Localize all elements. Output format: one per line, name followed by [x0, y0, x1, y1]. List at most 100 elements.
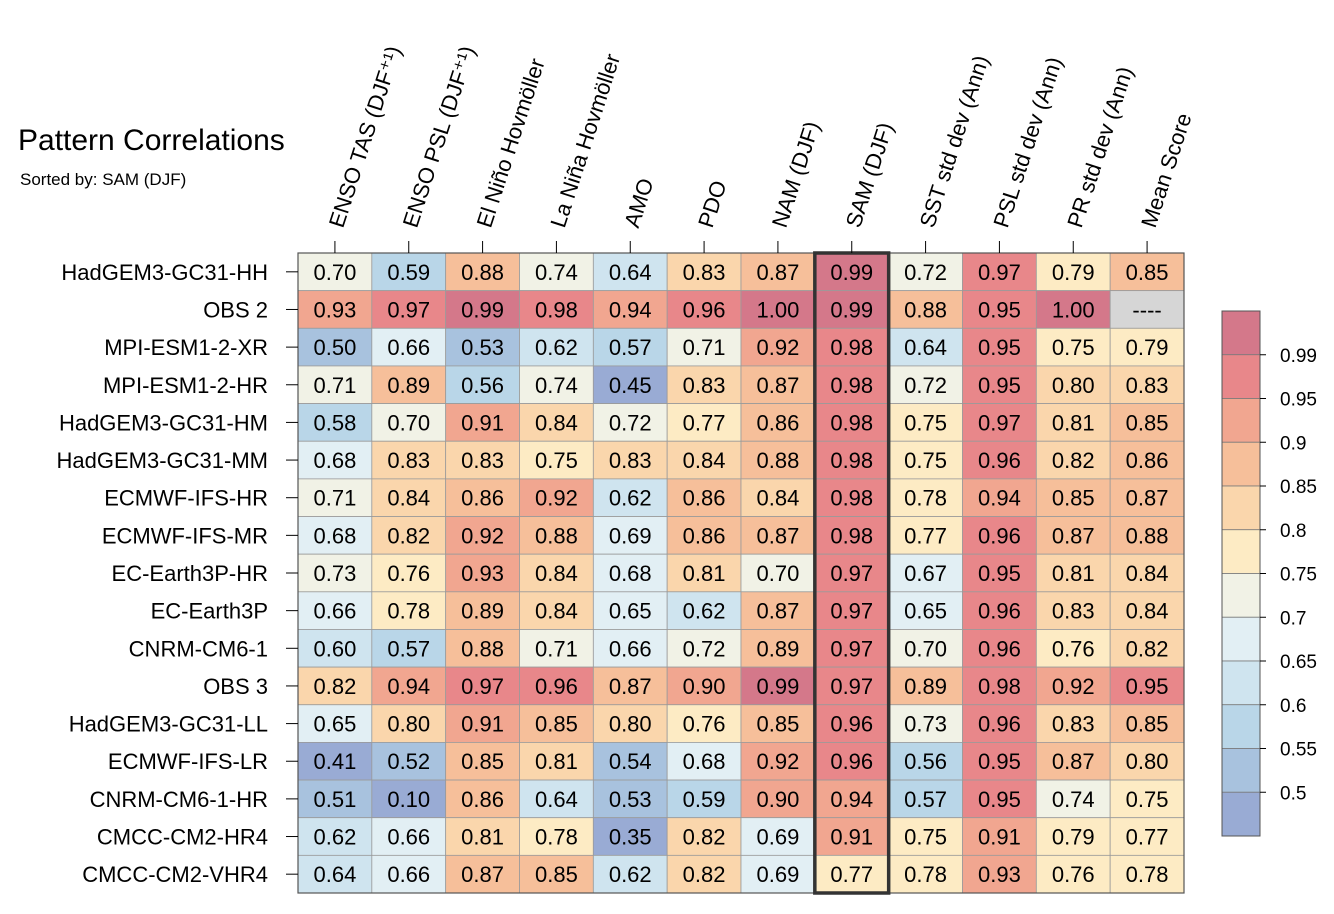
colorbar-swatch [1221, 704, 1261, 749]
heatmap-cell [297, 365, 373, 404]
heatmap-cell [666, 742, 742, 781]
cell-value-label: 0.77 [683, 410, 726, 435]
cell-value-label: 0.54 [609, 749, 652, 774]
cell-value-label: 0.98 [535, 297, 578, 322]
heatmap-cell [1035, 290, 1111, 329]
cell-value-label: 0.98 [830, 486, 873, 511]
cell-value-label: 0.64 [314, 862, 357, 887]
cell-value-label: 0.95 [978, 561, 1021, 586]
cell-value-label: 0.82 [683, 825, 726, 850]
heatmap-cell [814, 553, 890, 593]
heatmap-cell [1035, 779, 1111, 819]
cell-value-label: 0.85 [1126, 410, 1169, 435]
heatmap-cell [1109, 854, 1185, 894]
cell-value-label: 0.62 [609, 862, 652, 887]
cell-value-label: 0.89 [461, 599, 504, 624]
heatmap-cell [962, 516, 1037, 555]
cell-value-label: 0.83 [387, 448, 430, 473]
heatmap-cell [592, 327, 668, 367]
heatmap-cell [962, 854, 1037, 894]
cell-value-label: 0.85 [461, 749, 504, 774]
row-label: OBS 3 [203, 674, 268, 699]
heatmap-cell [519, 666, 594, 706]
heatmap-cell [592, 817, 668, 856]
cell-value-label: 0.87 [757, 260, 800, 285]
column-label: SAM (DJF) [841, 119, 898, 230]
cell-value-label: 0.74 [535, 260, 578, 285]
cell-value-label: 0.84 [535, 410, 578, 435]
row-label: CMCC-CM2-VHR4 [82, 862, 268, 887]
cell-value-label: 0.97 [830, 599, 873, 624]
heatmap-cell [1109, 365, 1185, 404]
cell-value-label: 0.89 [757, 636, 800, 661]
heatmap-cell [962, 591, 1037, 630]
row-label: HadGEM3-GC31-HM [59, 410, 268, 435]
cell-value-label: 0.92 [461, 523, 504, 548]
cell-value-label: 0.62 [535, 335, 578, 360]
colorbar-swatch [1221, 573, 1261, 618]
heatmap-cell [297, 440, 373, 480]
cell-value-label: 0.67 [904, 561, 947, 586]
heatmap-cell [371, 290, 447, 329]
heatmap-cell [297, 629, 373, 668]
heatmap-cell [445, 553, 520, 593]
cell-value-label: 0.97 [461, 674, 504, 699]
heatmap-cell [445, 742, 520, 781]
colorbar-tick-label: 0.75 [1280, 565, 1317, 586]
cell-value-label: 0.88 [535, 523, 578, 548]
heatmap-cell [445, 403, 520, 442]
cell-value-label: 0.75 [1126, 787, 1169, 812]
heatmap-cell [888, 817, 963, 856]
cell-value-label: 0.81 [1052, 410, 1095, 435]
heatmap-cell [1035, 516, 1111, 555]
cell-value-label: 0.75 [1052, 335, 1095, 360]
cell-value-label: 0.77 [904, 523, 947, 548]
cell-value-label: 0.87 [1052, 749, 1095, 774]
cell-value-label: 0.87 [609, 674, 652, 699]
heatmap-cell [1035, 742, 1111, 781]
cell-value-label: 0.96 [978, 599, 1021, 624]
heatmap-cell [519, 403, 594, 442]
heatmap-cell [519, 516, 594, 555]
heatmap-cell [666, 403, 742, 442]
colorbar-tick-label: 0.55 [1280, 740, 1317, 761]
cell-value-label: 0.10 [387, 787, 430, 812]
heatmap-cell [962, 327, 1037, 367]
colorbar-swatch [1221, 485, 1261, 531]
heatmap-cell [962, 666, 1037, 706]
cell-value-label: 0.41 [314, 749, 357, 774]
cell-value-label: 0.92 [1052, 674, 1095, 699]
heatmap-cell [888, 516, 963, 555]
colorbar-swatch [1221, 748, 1261, 793]
cell-value-label: 0.98 [830, 335, 873, 360]
cell-value-label: 0.96 [535, 674, 578, 699]
cell-value-label: 0.78 [387, 599, 430, 624]
cell-value-label: 0.64 [609, 260, 652, 285]
cell-value-label: 0.76 [1052, 862, 1095, 887]
heatmap-cell [445, 365, 520, 404]
column-label: La Niña Hovmöller [545, 51, 625, 231]
heatmap-cell [371, 591, 447, 630]
cell-value-label: 0.69 [609, 523, 652, 548]
cell-value-label: 0.86 [683, 486, 726, 511]
heatmap-cell [814, 516, 890, 555]
cell-value-label: 0.50 [314, 335, 357, 360]
cell-value-label: 0.99 [757, 674, 800, 699]
heatmap-cell [962, 478, 1037, 517]
row-label: MPI-ESM1-2-HR [103, 373, 268, 398]
heatmap-cell [445, 629, 520, 668]
heatmap-cell [1109, 666, 1185, 706]
cell-value-label: 0.62 [683, 599, 726, 624]
heatmap-cell [445, 478, 520, 517]
cell-value-label: 0.78 [904, 486, 947, 511]
heatmap-cell [740, 629, 816, 668]
cell-value-label: 0.62 [609, 486, 652, 511]
cell-value-label: 0.94 [609, 297, 652, 322]
heatmap-cell [814, 779, 890, 819]
heatmap-cell [962, 553, 1037, 593]
cell-value-label: 0.83 [1052, 712, 1095, 737]
cell-value-label: 0.68 [683, 749, 726, 774]
row-label: HadGEM3-GC31-HH [61, 260, 268, 285]
cell-value-label: 0.77 [1126, 825, 1169, 850]
heatmap-cell [371, 742, 447, 781]
